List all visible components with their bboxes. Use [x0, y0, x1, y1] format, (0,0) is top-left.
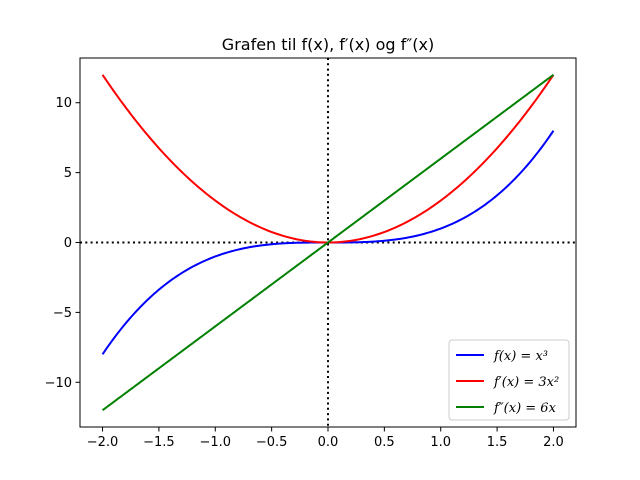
y-tick-label: −10: [45, 376, 72, 391]
y-tick-label: 5: [64, 166, 72, 181]
x-tick-label: −1.0: [199, 435, 231, 450]
x-tick-label: −0.5: [256, 435, 288, 450]
legend: f(x) = x³ f′(x) = 3x² f″(x) = 6x: [448, 339, 570, 421]
legend-box: [448, 339, 570, 421]
legend-label-3: f″(x) = 6x: [493, 401, 557, 416]
x-tick-label: 0.0: [318, 435, 339, 450]
chart-title: Grafen til f(x), f′(x) og f″(x): [222, 35, 434, 54]
series-line-3: [101, 73, 555, 412]
y-tick-label: 10: [55, 96, 72, 111]
y-tick-label: −5: [53, 306, 72, 321]
x-tick-label: −1.5: [143, 435, 175, 450]
x-tick-label: 0.5: [374, 435, 395, 450]
y-tick-label: 0: [64, 236, 72, 251]
legend-label-1: f(x) = x³: [493, 349, 548, 364]
series-layer: [101, 73, 555, 412]
x-tick-label: −2.0: [87, 435, 119, 450]
x-tick-label: 1.0: [430, 435, 451, 450]
x-tick-label: 1.5: [487, 435, 508, 450]
y-axis: −10 −5 0 5 10: [45, 96, 80, 391]
x-axis: −2.0 −1.5 −1.0 −0.5 0.0 0.5 1.0 1.5 2.0: [87, 427, 564, 450]
reference-lines: [80, 58, 576, 427]
legend-label-2: f′(x) = 3x²: [493, 375, 559, 390]
x-tick-label: 2.0: [543, 435, 564, 450]
